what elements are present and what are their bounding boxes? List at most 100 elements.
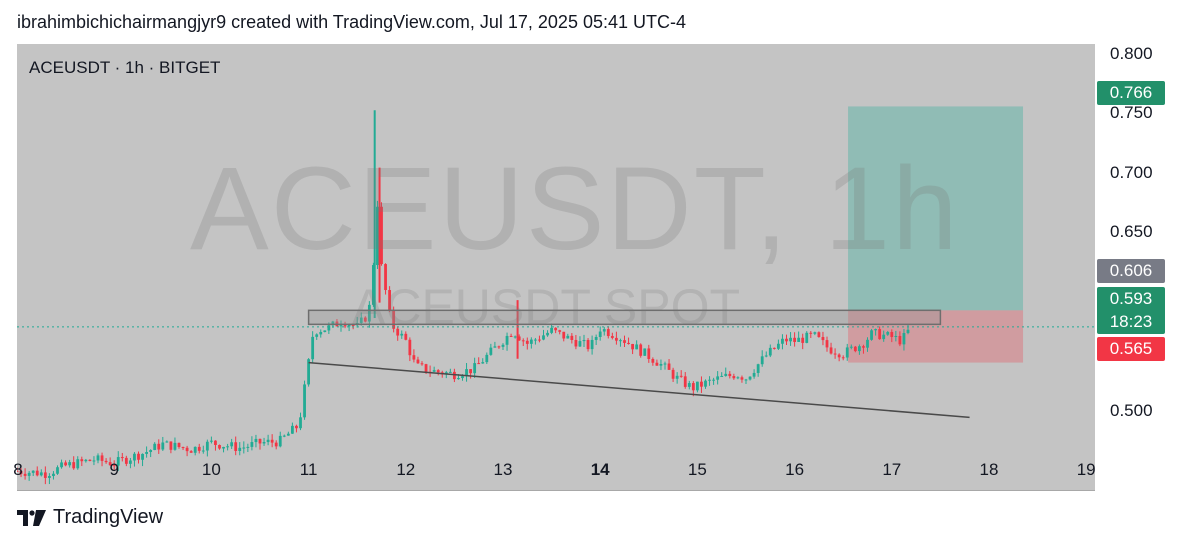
tradingview-logo-icon [17,509,46,526]
candle-body [307,359,310,385]
time-label-15: 15 [687,460,707,479]
candle-body [242,447,246,449]
candle-body [728,373,732,377]
candle-body [270,439,274,443]
footer-brand[interactable]: TradingView [17,506,163,529]
candle-body [112,465,116,467]
time-label-14: 14 [590,460,610,479]
candle-body [80,459,84,462]
candle-body [744,379,748,381]
candle-body [862,346,865,348]
candle-body [205,441,209,451]
candle-body [145,452,148,454]
candle-body [19,470,23,474]
candle-body [691,383,695,391]
candle-body [165,441,169,443]
symbol-legend[interactable]: ACEUSDT · 1h · BITGET [29,58,221,77]
candle-body [546,332,549,336]
candle-body [768,347,772,356]
candle-body [647,348,651,359]
candle-body [894,335,898,337]
candle-body [60,462,63,468]
candle-body [129,460,132,464]
candle-body [39,472,43,476]
candle-body [643,348,647,356]
candle-body [853,346,857,352]
candle-body [197,446,201,451]
candle-body [663,363,667,365]
candle-body [687,383,691,387]
candle-body [157,443,161,450]
candle-body [813,332,817,334]
candle-body [124,457,128,464]
candle-body [457,378,460,380]
candle-body [218,444,221,449]
candle-body [315,334,319,337]
candle-body [420,363,424,365]
candle-body [416,359,420,364]
candle-body [529,339,533,344]
last-price-tag: 0.593 [1097,287,1165,311]
candle-body [521,340,525,342]
candle-body [193,446,197,453]
candle-body [716,376,720,380]
candle-body [448,371,452,373]
candle-body [48,476,51,478]
candle-body [858,346,861,352]
candle-body [400,333,404,336]
candle-body [299,417,302,429]
candle-body [481,362,485,364]
candle-body [594,337,598,340]
candle-body [696,381,699,391]
candle-body [558,330,562,332]
candle-body [615,337,618,341]
time-label-13: 13 [493,460,513,479]
candle-body [651,358,655,363]
candle-body [351,324,355,326]
chart-area[interactable] [17,44,1095,491]
candle-body [809,332,813,334]
candle-body [542,335,545,340]
candle-body [278,435,282,447]
candle-body [732,376,736,379]
candle-body [497,346,501,348]
candle-body [347,324,351,327]
candle-body [226,446,229,448]
candle-body [525,340,529,344]
candle-body [598,331,602,338]
candle-body [189,451,193,453]
candle-body [797,337,801,342]
candle-body [359,317,363,323]
candle-body [874,329,877,331]
candle-body [562,331,566,339]
candle-body [246,446,250,448]
candle-body [821,337,825,341]
long-position-stop-zone [848,310,1024,363]
candle-body [817,332,821,338]
candle-body [898,335,902,345]
candle-body [319,331,323,335]
symbol-watermark: ACEUSDT, 1h [190,143,960,275]
price-label-0700: 0.700 [1110,163,1153,182]
candle-body [161,442,165,450]
candle-body [23,473,27,476]
candle-body [785,338,788,342]
candle-body [266,439,270,443]
candle-body [238,447,242,451]
candle-body [906,329,910,334]
candle-body [201,450,205,452]
candle-body [141,453,144,460]
candle-body [473,363,477,374]
candle-body [501,344,505,347]
candle-body [505,335,509,345]
candle-body [659,363,663,366]
time-label-9: 9 [109,460,119,479]
support-trendline [308,361,970,419]
candle-body [343,325,347,327]
candle-body [704,380,707,387]
candlestick-chart[interactable] [17,44,1095,490]
candle-body [376,206,379,266]
candle-body [453,371,456,380]
time-label-11: 11 [299,460,318,479]
candle-body [384,264,387,291]
